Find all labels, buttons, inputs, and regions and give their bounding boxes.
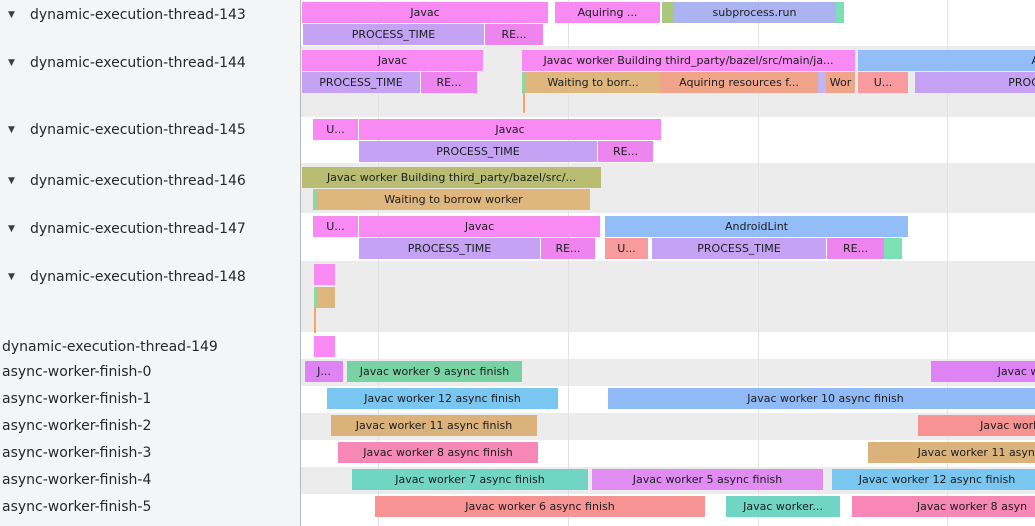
timeline-slice[interactable] — [818, 72, 826, 93]
track-label: dynamic-execution-thread-145 — [30, 121, 246, 138]
timeline-slice[interactable]: Javac worker 7 async finish — [352, 469, 588, 490]
instant-event-marker[interactable] — [314, 308, 316, 333]
timeline-slice[interactable]: U... — [313, 119, 358, 140]
track-band-dynamic-execution-thread-148 — [301, 261, 1035, 332]
sidebar-row-async-worker-finish-2[interactable]: async-worker-finish-2 — [0, 415, 300, 436]
timeline-slice[interactable] — [314, 264, 335, 285]
timeline-slice[interactable]: Javac worker Building third_party/bazel/… — [522, 50, 855, 71]
timeline-slice[interactable]: U... — [313, 216, 358, 237]
timeline-slice[interactable]: PROCESS_TIME — [915, 72, 1035, 93]
timeline-slice[interactable] — [662, 2, 673, 23]
track-label: dynamic-execution-thread-146 — [30, 172, 246, 189]
timeline-slice[interactable]: Javac w — [931, 361, 1035, 382]
track-label: async-worker-finish-5 — [2, 498, 152, 515]
timeline-slice[interactable]: PROCESS_TIME — [359, 141, 597, 162]
timeline-slice[interactable]: subprocess.run — [673, 2, 836, 23]
timeline-slice[interactable]: PROCESS_TIME — [652, 238, 826, 259]
sidebar-row-dynamic-execution-thread-149[interactable]: dynamic-execution-thread-149 — [0, 336, 300, 357]
sidebar-row-dynamic-execution-thread-145[interactable]: ▼ dynamic-execution-thread-145 — [0, 119, 300, 140]
collapse-triangle-icon[interactable]: ▼ — [8, 175, 15, 186]
sidebar-row-async-worker-finish-3[interactable]: async-worker-finish-3 — [0, 442, 300, 463]
timeline-slice[interactable]: Javac worker 12 async finish — [327, 388, 558, 409]
timeline-slice[interactable]: RE... — [485, 24, 543, 45]
track-label: dynamic-execution-thread-144 — [30, 54, 246, 71]
timeline-slice[interactable]: Javac worker 11 async finish — [331, 415, 537, 436]
instant-event-marker[interactable] — [523, 93, 525, 113]
track-name-panel: ▼ dynamic-execution-thread-143 ▼ dynamic-ex… — [0, 0, 300, 526]
timeline-slice[interactable]: AndroidLint — [858, 50, 1035, 71]
timeline-slice[interactable]: PROCESS_TIME — [359, 238, 540, 259]
time-gridline — [568, 0, 569, 526]
timeline-slice[interactable]: Javac — [302, 50, 483, 71]
timeline-slice[interactable] — [836, 2, 844, 23]
timeline-slice[interactable]: Javac worker 8 asyn — [852, 496, 1035, 517]
timeline-slice[interactable]: Aquiring resources f... — [660, 72, 818, 93]
sidebar-row-dynamic-execution-thread-147[interactable]: ▼ dynamic-execution-thread-147 — [0, 218, 300, 239]
timeline-slice[interactable]: PROCESS_TIME — [303, 24, 484, 45]
timeline-slice[interactable]: Waiting to borrow worker — [317, 189, 590, 210]
time-gridline — [947, 0, 948, 526]
timeline-slice[interactable]: Javac worker 11 async f — [868, 442, 1035, 463]
timeline-slice[interactable]: Javac — [302, 2, 548, 23]
timeline-slice[interactable]: Javac worker 9 async finish — [347, 361, 522, 382]
track-label: dynamic-execution-thread-148 — [30, 268, 246, 285]
sidebar-row-async-worker-finish-1[interactable]: async-worker-finish-1 — [0, 388, 300, 409]
timeline-slice[interactable]: AndroidLint — [605, 216, 908, 237]
sidebar-row-async-worker-finish-5[interactable]: async-worker-finish-5 — [0, 496, 300, 517]
track-label: async-worker-finish-2 — [2, 417, 152, 434]
timeline-slice[interactable]: Javac worker 6 async finish — [375, 496, 705, 517]
sidebar-row-async-worker-finish-0[interactable]: async-worker-finish-0 — [0, 361, 300, 382]
time-gridline — [378, 0, 379, 526]
timeline-slice[interactable]: Javac worker 10 async finish — [608, 388, 1035, 409]
sidebar-row-async-worker-finish-4[interactable]: async-worker-finish-4 — [0, 469, 300, 490]
sidebar-row-dynamic-execution-thread-144[interactable]: ▼ dynamic-execution-thread-144 — [0, 52, 300, 73]
track-label: dynamic-execution-thread-143 — [30, 6, 246, 23]
timeline-canvas[interactable]: Javac Aquiring ... subprocess.run PROCESS_T… — [301, 0, 1035, 526]
timeline-slice[interactable] — [317, 287, 335, 308]
panel-divider[interactable] — [300, 0, 301, 526]
timeline-slice[interactable]: U... — [858, 72, 908, 93]
collapse-triangle-icon[interactable]: ▼ — [8, 9, 15, 20]
timeline-slice[interactable]: Wor — [826, 72, 855, 93]
timeline-slice[interactable]: Javac worker Building third_party/bazel/… — [302, 167, 601, 188]
timeline-slice[interactable]: Javac — [359, 119, 661, 140]
track-label: async-worker-finish-3 — [2, 444, 152, 461]
timeline-slice[interactable]: Javac — [359, 216, 600, 237]
timeline-slice[interactable] — [313, 189, 317, 210]
sidebar-row-dynamic-execution-thread-143[interactable]: ▼ dynamic-execution-thread-143 — [0, 4, 300, 25]
collapse-triangle-icon[interactable]: ▼ — [8, 271, 15, 282]
timeline-slice[interactable]: RE... — [541, 238, 595, 259]
timeline-slice[interactable]: U... — [605, 238, 648, 259]
track-label: dynamic-execution-thread-147 — [30, 220, 246, 237]
timeline-slice[interactable]: Waiting to borr... — [526, 72, 660, 93]
timeline-slice[interactable]: PROCESS_TIME — [302, 72, 420, 93]
timeline-slice[interactable]: Javac worker... — [726, 496, 840, 517]
track-label: async-worker-finish-0 — [2, 363, 152, 380]
timeline-slice[interactable] — [522, 72, 526, 93]
timeline-slice[interactable]: Javac worke — [918, 415, 1035, 436]
track-band-dynamic-execution-thread-149 — [301, 332, 1035, 359]
sidebar-row-dynamic-execution-thread-146[interactable]: ▼ dynamic-execution-thread-146 — [0, 170, 300, 191]
collapse-triangle-icon[interactable]: ▼ — [8, 124, 15, 135]
collapse-triangle-icon[interactable]: ▼ — [8, 57, 15, 68]
timeline-slice[interactable]: Javac worker 8 async finish — [338, 442, 538, 463]
collapse-triangle-icon[interactable]: ▼ — [8, 223, 15, 234]
timeline-slice[interactable]: RE... — [598, 141, 653, 162]
timeline-slice[interactable]: Aquiring ... — [555, 2, 660, 23]
timeline-slice[interactable]: Javac worker 12 async finish — [832, 469, 1035, 490]
track-label: dynamic-execution-thread-149 — [2, 338, 218, 355]
track-label: async-worker-finish-4 — [2, 471, 152, 488]
timeline-slice[interactable] — [884, 238, 902, 259]
timeline-slice[interactable]: Javac worker 5 async finish — [592, 469, 823, 490]
time-gridline — [758, 0, 759, 526]
sidebar-row-dynamic-execution-thread-148[interactable]: ▼ dynamic-execution-thread-148 — [0, 266, 300, 287]
timeline-slice[interactable]: RE... — [827, 238, 884, 259]
track-label: async-worker-finish-1 — [2, 390, 152, 407]
timeline-slice[interactable] — [314, 336, 335, 357]
timeline-slice[interactable] — [314, 287, 317, 308]
timeline-slice[interactable]: RE... — [421, 72, 477, 93]
timeline-slice[interactable]: J... — [305, 361, 343, 382]
